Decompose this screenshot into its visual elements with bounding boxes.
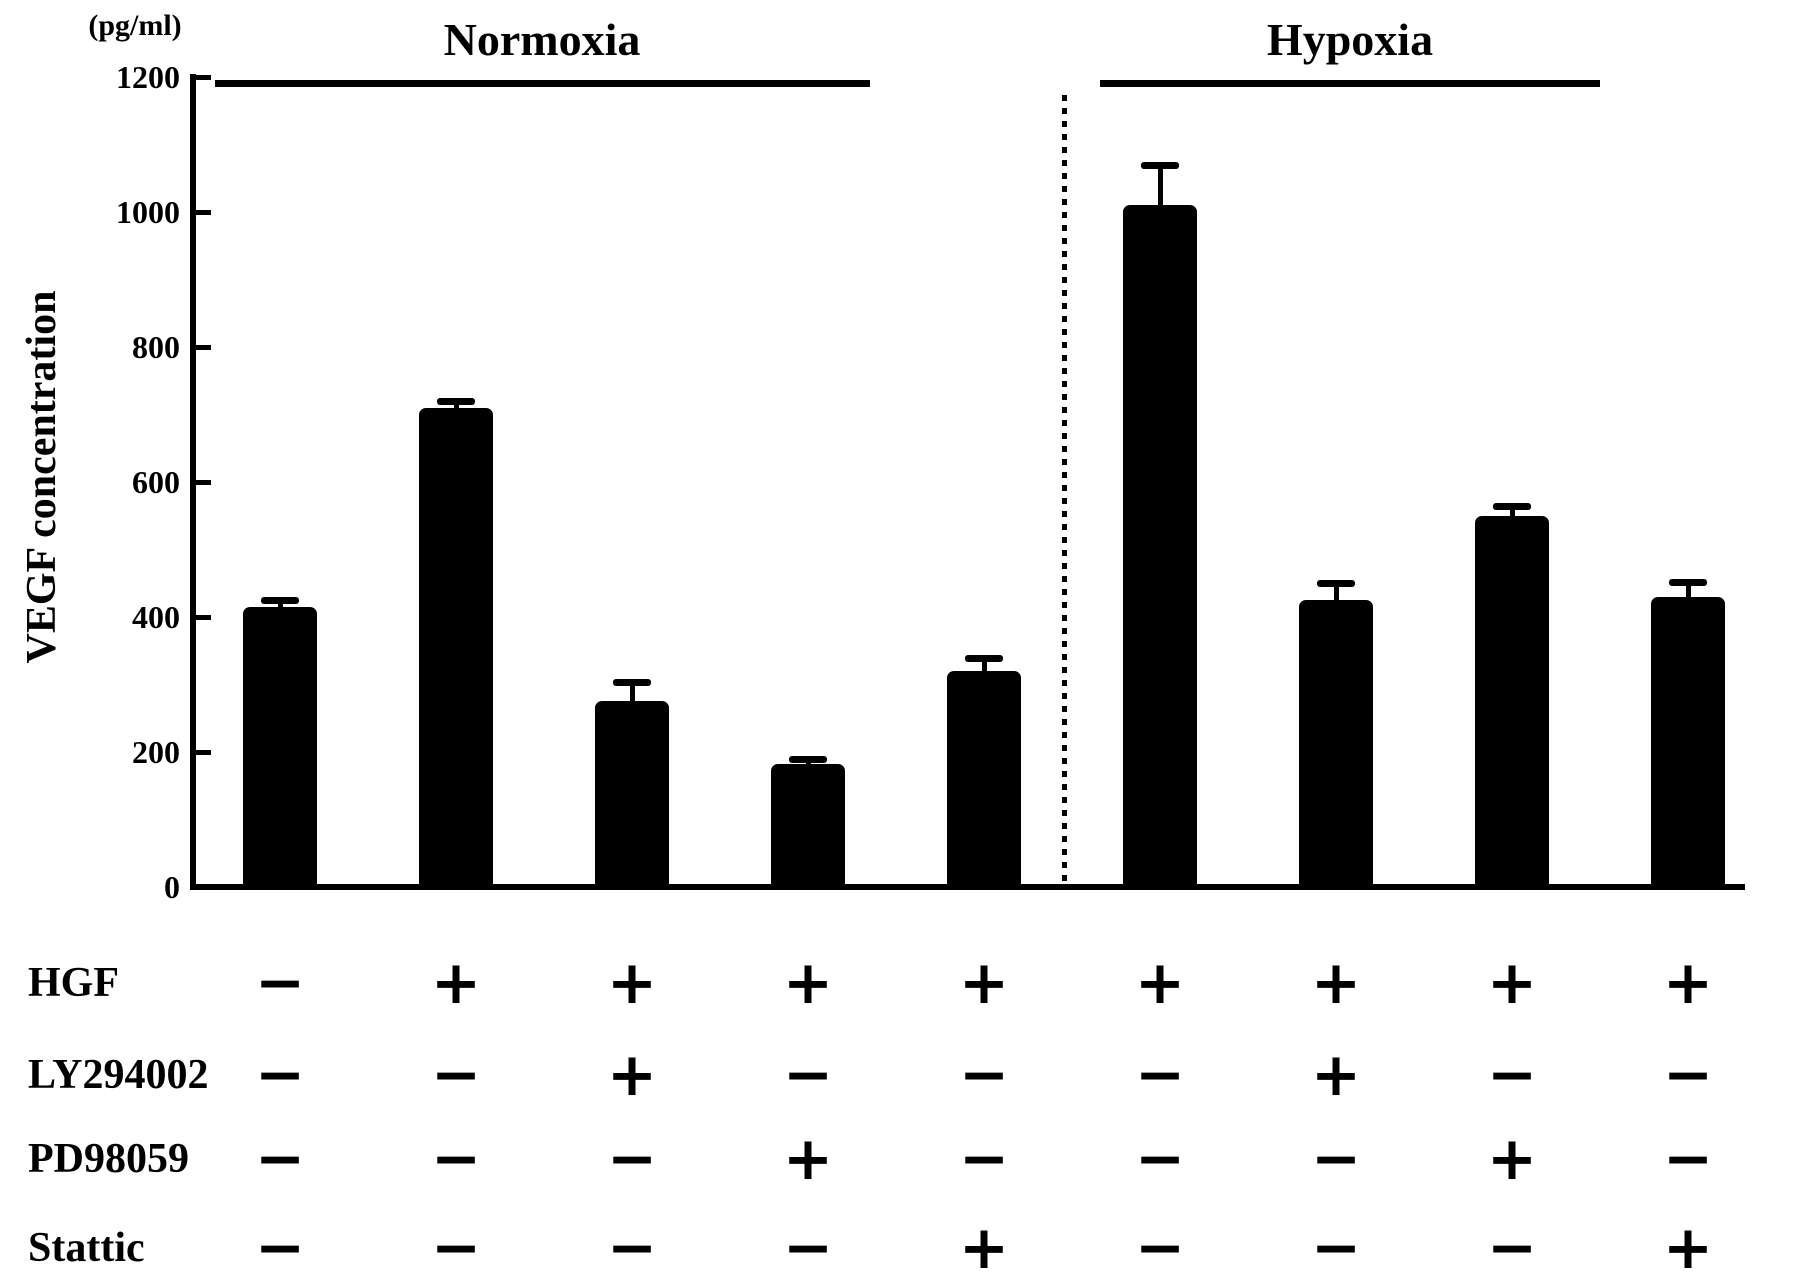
condition-sign-minus: − [254, 1213, 306, 1279]
error-bar-cap [1493, 502, 1531, 510]
error-bar-stem [1157, 164, 1163, 206]
error-bar-cap [1141, 161, 1179, 169]
x-axis-line [190, 884, 1745, 890]
group-label-hypoxia: Hypoxia [1266, 14, 1434, 65]
bar [595, 701, 669, 887]
y-axis-tick [196, 749, 211, 755]
y-axis-tick [196, 614, 211, 620]
condition-sign-minus: − [430, 1124, 482, 1194]
y-axis-tick [196, 479, 211, 485]
y-axis-unit-label: (pg/ml) [88, 9, 182, 42]
condition-sign-minus: − [958, 1040, 1010, 1110]
condition-sign-plus: + [1486, 948, 1538, 1018]
condition-sign-minus: − [1134, 1124, 1186, 1194]
condition-sign-minus: − [1310, 1213, 1362, 1279]
y-axis-line [190, 74, 196, 890]
bar [1299, 600, 1373, 887]
group-label-normoxia: Normoxia [443, 14, 641, 65]
condition-sign-plus: + [606, 948, 658, 1018]
bar [1651, 596, 1725, 887]
condition-sign-minus: − [1134, 1040, 1186, 1110]
hypoxia-overline [1100, 80, 1600, 87]
condition-sign-minus: − [782, 1213, 834, 1279]
error-bar-cap [789, 755, 827, 763]
error-bar-cap [1317, 580, 1355, 588]
normoxia-overline [215, 80, 870, 87]
error-bar-stem [1509, 505, 1515, 516]
condition-sign-minus: − [430, 1213, 482, 1279]
condition-sign-minus: − [430, 1040, 482, 1110]
condition-sign-plus: + [1662, 948, 1714, 1018]
y-axis-tick-label: 200 [132, 734, 180, 770]
bar [1475, 515, 1549, 887]
condition-sign-minus: − [254, 948, 306, 1018]
condition-sign-plus: + [1310, 1040, 1362, 1110]
bar [419, 407, 493, 887]
condition-sign-minus: − [1134, 1213, 1186, 1279]
y-axis-tick [196, 74, 211, 80]
error-bar-cap [437, 398, 475, 405]
error-bar-stem [1685, 581, 1691, 597]
condition-sign-minus: − [254, 1040, 306, 1110]
error-bar-cap [261, 597, 299, 605]
condition-sign-plus: + [430, 948, 482, 1018]
group-separator-dotted-line [1062, 95, 1067, 887]
error-bar-cap [613, 679, 651, 687]
condition-sign-plus: + [782, 1124, 834, 1194]
error-bar-stem [981, 657, 987, 671]
y-axis-tick-label: 1000 [116, 194, 180, 230]
error-bar-stem [1333, 583, 1339, 601]
y-axis-tick-label: 400 [132, 599, 180, 635]
condition-sign-minus: − [958, 1124, 1010, 1194]
bar [1123, 205, 1197, 887]
condition-sign-plus: + [1134, 948, 1186, 1018]
condition-sign-minus: − [1662, 1124, 1714, 1194]
y-axis-tick-label: 1200 [116, 59, 180, 95]
condition-sign-plus: + [1486, 1124, 1538, 1194]
bar [947, 671, 1021, 887]
condition-sign-plus: + [958, 1213, 1010, 1279]
condition-sign-minus: − [606, 1124, 658, 1194]
condition-sign-minus: − [606, 1213, 658, 1279]
condition-sign-minus: − [1486, 1040, 1538, 1110]
condition-sign-minus: − [254, 1124, 306, 1194]
condition-sign-plus: + [782, 948, 834, 1018]
condition-sign-plus: + [606, 1040, 658, 1110]
bar [771, 764, 845, 887]
condition-sign-minus: − [782, 1040, 834, 1110]
condition-row-label: LY294002 [28, 1052, 209, 1098]
y-axis-tick-label: 800 [132, 329, 180, 365]
y-axis-tick-label: 0 [164, 869, 180, 905]
error-bar-cap [965, 654, 1003, 662]
condition-sign-minus: − [1310, 1124, 1362, 1194]
condition-row-label: HGF [28, 960, 119, 1006]
condition-row-label: PD98059 [28, 1136, 189, 1182]
condition-sign-plus: + [958, 948, 1010, 1018]
condition-sign-plus: + [1310, 948, 1362, 1018]
condition-sign-minus: − [1486, 1213, 1538, 1279]
condition-sign-minus: − [1662, 1040, 1714, 1110]
bar [243, 606, 317, 887]
y-axis-tick-label: 600 [132, 464, 180, 500]
y-axis-tick [196, 209, 211, 215]
error-bar-stem [629, 682, 635, 702]
y-axis-tick [196, 344, 211, 350]
error-bar-cap [1669, 578, 1707, 586]
condition-row-label: Stattic [28, 1225, 145, 1271]
condition-sign-plus: + [1662, 1213, 1714, 1279]
